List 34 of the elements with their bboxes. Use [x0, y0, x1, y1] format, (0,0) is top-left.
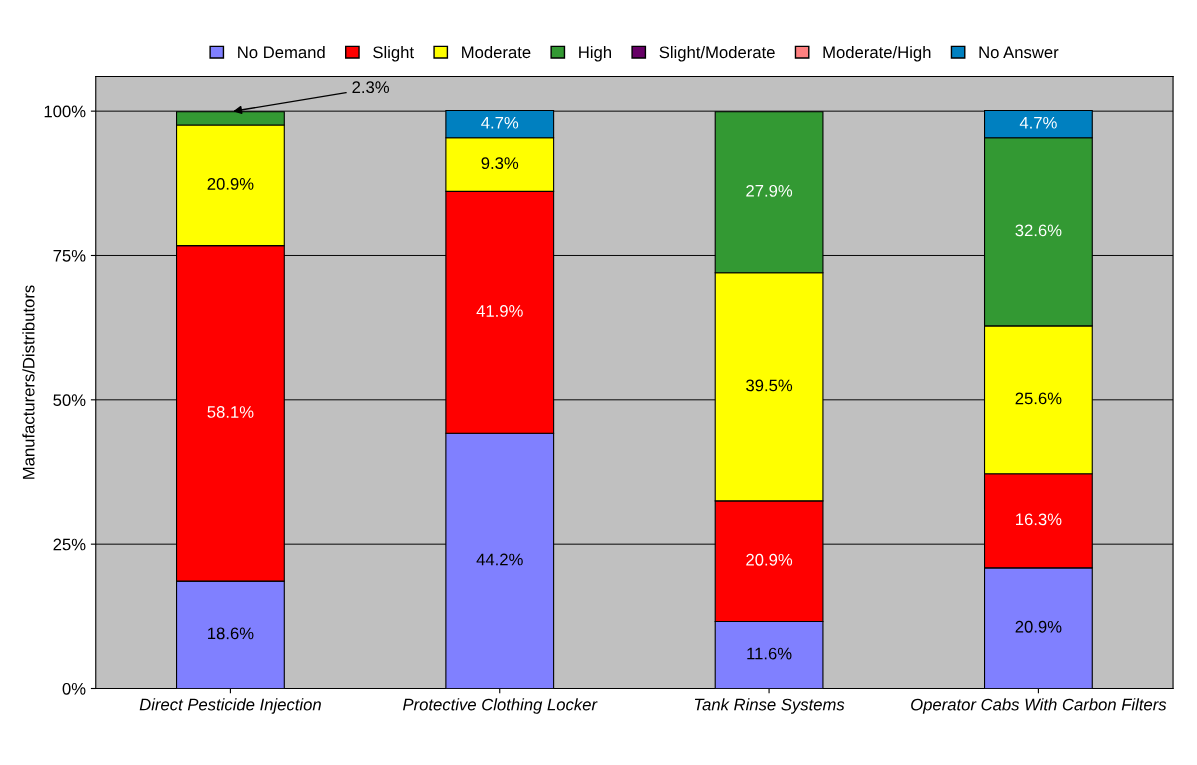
data-label: 32.6%: [1015, 224, 1062, 237]
data-label: 27.9%: [746, 184, 793, 197]
y-tick-label: 50%: [53, 394, 86, 407]
legend-label: Moderate: [462, 45, 531, 59]
x-tick-label: Operator Cabs With Carbon Filters: [911, 698, 1167, 714]
data-label: 44.2%: [476, 553, 523, 566]
annotation: 2.3%: [352, 81, 390, 94]
y-tick-label: 25%: [53, 538, 86, 551]
data-label: 20.9%: [207, 178, 254, 190]
data-label: 41.9%: [476, 305, 523, 317]
legend-label: No Demand: [238, 45, 325, 59]
data-label: 16.3%: [1016, 513, 1062, 526]
data-label: 25.6%: [1015, 392, 1062, 405]
data-label: 39.5%: [746, 379, 793, 392]
x-tick-label: Protective Clothing Locker: [403, 698, 598, 714]
data-label: 20.9%: [1015, 620, 1062, 633]
data-label: 58.1%: [207, 406, 254, 418]
legend-label: High: [579, 45, 611, 62]
data-label: 4.7%: [481, 116, 519, 129]
legend-label: Moderate/High: [823, 45, 931, 62]
data-label: 20.9%: [746, 553, 793, 566]
y-tick-label: 0%: [62, 682, 86, 695]
x-tick-label: Direct Pesticide Injection: [139, 698, 321, 714]
data-label: 4.7%: [1019, 116, 1057, 129]
y-tick-label: 75%: [53, 249, 86, 262]
x-tick-label: Tank Rinse Systems: [694, 698, 845, 714]
data-label: 9.3%: [481, 157, 519, 170]
legend-label: Slight: [373, 45, 414, 62]
data-label: 18.6%: [208, 627, 254, 640]
data-label: 11.6%: [747, 647, 792, 660]
legend-label: No Answer: [979, 46, 1059, 59]
y-axis-title: Manufacturers/Distributors: [22, 285, 35, 479]
y-tick-label: 100%: [44, 105, 86, 118]
legend-label: Slight/Moderate: [659, 45, 775, 62]
